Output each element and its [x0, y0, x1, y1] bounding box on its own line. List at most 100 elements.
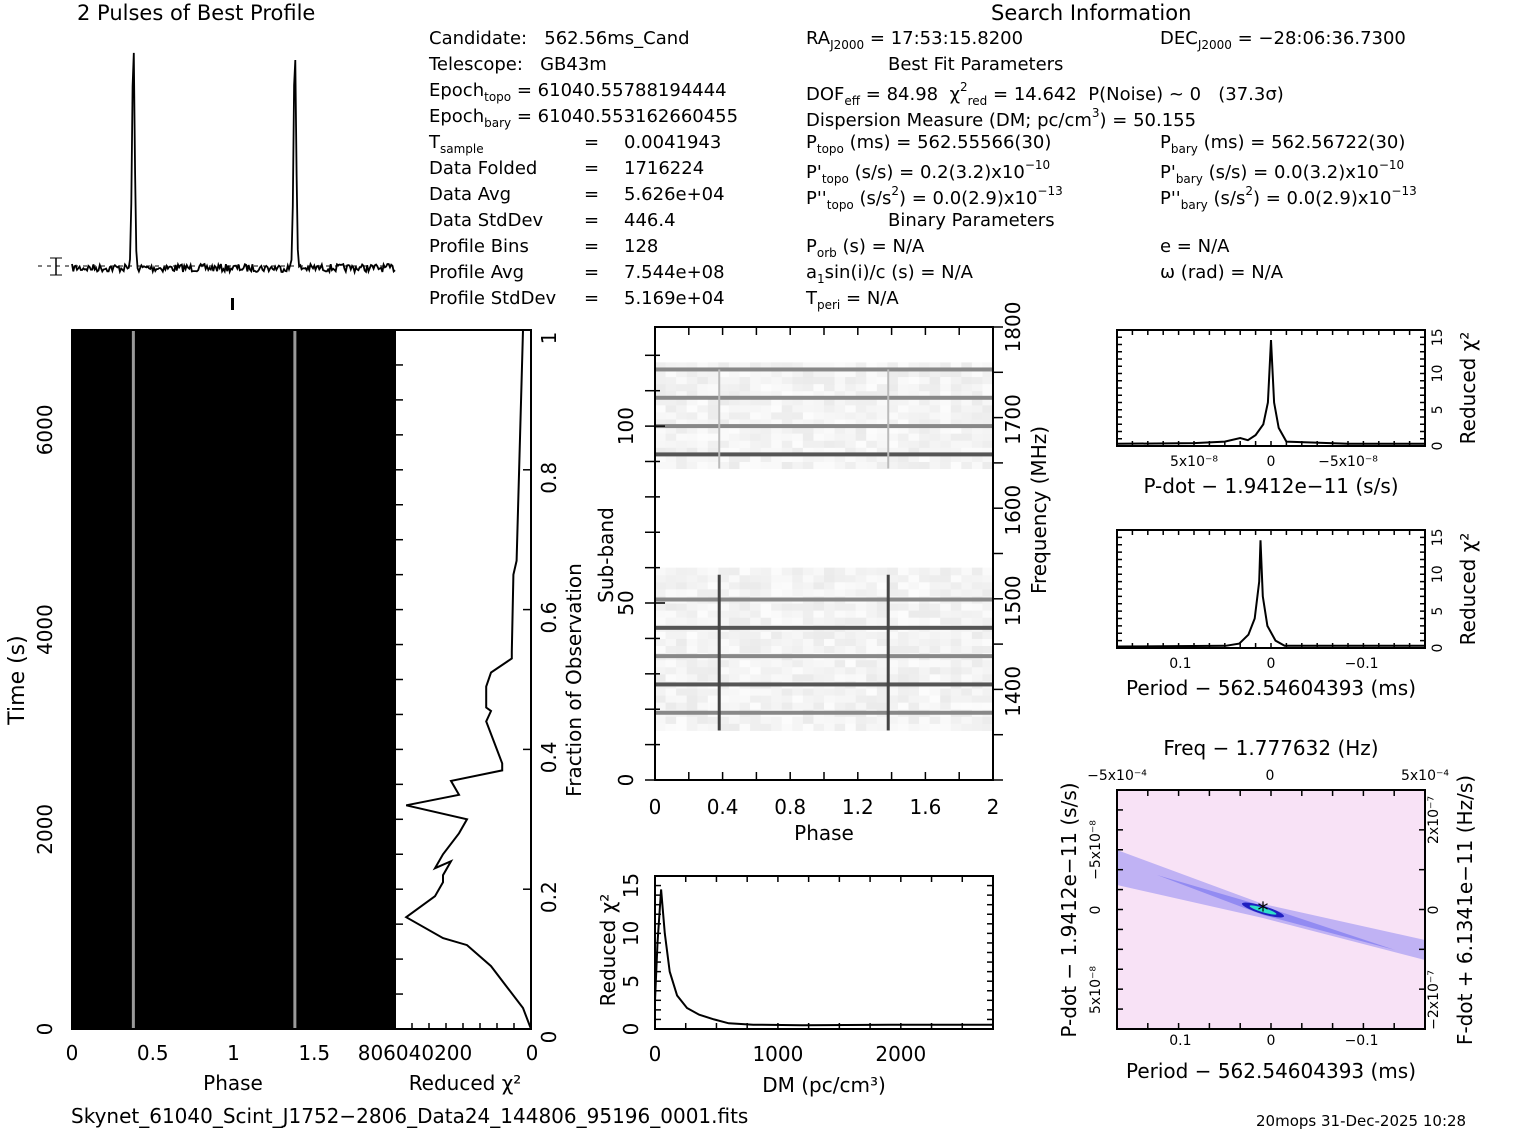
heatmap-cell — [132, 551, 139, 564]
heatmap-cell — [167, 702, 174, 715]
heatmap-cell — [97, 481, 103, 494]
heatmap-cell — [223, 854, 229, 867]
heatmap-cell — [289, 877, 295, 890]
heatmap-cell — [107, 551, 113, 564]
y-tick-label: 2000 — [33, 804, 57, 855]
heatmap-cell — [940, 588, 952, 597]
heatmap-cell — [349, 726, 356, 739]
heatmap-cell — [919, 617, 931, 625]
heatmap-cell — [193, 900, 199, 913]
stat-sub: sample — [440, 142, 484, 156]
heatmap-cell — [379, 667, 386, 680]
heatmap-cell — [329, 551, 335, 564]
heatmap-cell — [354, 877, 361, 890]
heatmap-cell — [203, 341, 209, 354]
heatmap-cell — [122, 854, 129, 867]
heatmap-cell — [329, 865, 335, 879]
heatmap-cell — [72, 563, 78, 576]
heatmap-cell — [961, 440, 973, 448]
heatmap-cell — [344, 364, 351, 378]
heatmap-cell — [147, 877, 154, 890]
heatmap-cell — [359, 364, 366, 378]
heatmap-cell — [172, 493, 179, 506]
heatmap-cell — [188, 1005, 194, 1018]
heatmap-cell — [188, 877, 194, 890]
heatmap-cell — [117, 353, 123, 366]
heatmap-cell — [147, 376, 154, 389]
heatmap-cell — [258, 959, 265, 972]
heatmap-cell — [339, 830, 346, 844]
telescope-label: Telescope: — [429, 54, 523, 75]
heatmap-cell — [122, 330, 129, 343]
heatmap-cell — [655, 645, 667, 654]
stat-value: 7.544e+08 — [624, 262, 725, 283]
heatmap-cell — [263, 726, 270, 739]
heatmap-cell — [172, 434, 179, 447]
heatmap-cell — [233, 574, 240, 587]
heatmap-cell — [102, 330, 108, 343]
heatmap-cell — [152, 994, 159, 1007]
heatmap-cell — [707, 433, 719, 441]
heatmap-cell — [198, 947, 204, 960]
heatmap-cell — [268, 900, 275, 913]
heatmap-cell — [364, 399, 371, 413]
heatmap-cell — [238, 621, 245, 634]
heatmap-cell — [283, 784, 290, 797]
heatmap-cell — [364, 749, 371, 762]
heatmap-cell — [304, 679, 310, 692]
heatmap-cell — [866, 617, 878, 625]
heatmap-cell — [253, 1017, 260, 1030]
heatmap-cell — [82, 994, 88, 1007]
heatmap-cell — [304, 574, 310, 587]
heatmap-cell — [122, 842, 129, 855]
heatmap-cell — [132, 877, 139, 890]
heatmap-cell — [152, 982, 159, 995]
heatmap-cell — [132, 656, 139, 669]
heatmap-cell — [77, 493, 83, 506]
heatmap-cell — [278, 597, 285, 611]
heatmap-cell — [379, 528, 386, 541]
heatmap-cell — [97, 493, 103, 506]
heatmap-cell — [238, 434, 245, 447]
heatmap-cell — [167, 959, 174, 972]
heatmap-cell — [263, 761, 270, 774]
heatmap-cell — [258, 830, 265, 844]
heatmap-cell — [309, 504, 315, 517]
heatmap-cell — [781, 433, 793, 441]
heatmap-cell — [374, 947, 381, 960]
heatmap-cell — [102, 644, 108, 657]
heatmap-cell — [278, 551, 285, 564]
heatmap-cell — [354, 644, 361, 657]
heatmap-cell — [243, 737, 250, 750]
heatmap-cell — [233, 865, 240, 879]
heatmap-cell — [253, 574, 260, 587]
heatmap-cell — [172, 469, 179, 482]
heatmap-cell — [172, 458, 179, 471]
heatmap-cell — [309, 912, 315, 925]
x-axis-label: Reduced χ² — [409, 1071, 522, 1095]
heatmap-cell — [919, 631, 931, 639]
heatmap-cell — [334, 842, 340, 855]
heatmap-cell — [127, 691, 134, 704]
heatmap-cell — [289, 702, 295, 715]
heatmap-cell — [299, 586, 305, 599]
heatmap-cell — [384, 469, 391, 482]
heatmap-cell — [157, 784, 164, 797]
heatmap-cell — [294, 842, 300, 855]
heatmap-cell — [97, 563, 103, 576]
heatmap-cell — [238, 807, 245, 820]
heatmap-cell — [82, 399, 88, 413]
heatmap-cell — [329, 516, 335, 529]
heatmap-cell — [82, 749, 88, 762]
heatmap-cell — [258, 597, 265, 611]
heatmap-cell — [314, 830, 320, 844]
heatmap-cell — [354, 609, 361, 622]
heatmap-cell — [887, 673, 899, 682]
heatmap-cell — [258, 842, 265, 855]
heatmap-cell — [233, 376, 240, 389]
heatmap-cell — [203, 388, 209, 401]
heatmap-cell — [147, 772, 154, 785]
heatmap-cell — [739, 461, 751, 470]
heatmap-cell — [203, 737, 209, 750]
heatmap-cell — [866, 461, 878, 470]
